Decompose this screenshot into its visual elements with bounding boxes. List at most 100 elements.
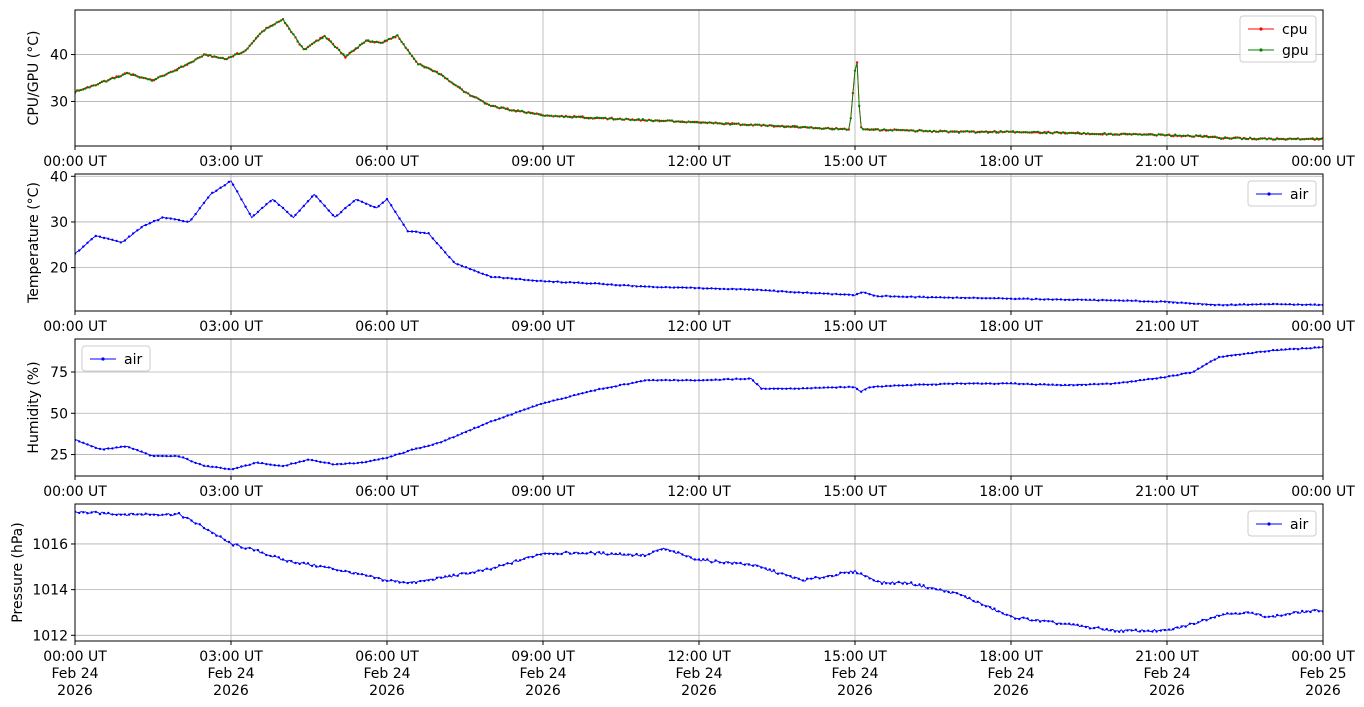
data-point xyxy=(843,571,846,574)
data-point xyxy=(518,277,522,281)
data-point xyxy=(1159,300,1163,303)
data-point xyxy=(344,56,347,59)
data-point xyxy=(1068,383,1071,387)
data-point xyxy=(955,382,959,385)
data-point xyxy=(1093,298,1096,301)
data-point xyxy=(194,461,197,465)
data-point xyxy=(668,286,672,289)
data-point xyxy=(835,573,838,577)
data-point xyxy=(82,511,85,514)
data-point xyxy=(1118,630,1121,633)
data-point xyxy=(1236,136,1239,139)
data-point xyxy=(1136,133,1140,136)
data-point xyxy=(1167,375,1171,378)
data-point xyxy=(1255,303,1258,306)
data-point xyxy=(993,382,996,386)
data-point xyxy=(331,463,335,466)
data-point xyxy=(830,386,834,389)
data-point xyxy=(1084,298,1088,301)
data-point xyxy=(310,195,314,198)
data-point xyxy=(329,40,332,43)
data-point xyxy=(431,578,434,581)
data-point xyxy=(477,425,480,429)
data-point xyxy=(298,209,301,212)
data-point xyxy=(822,386,825,389)
data-point xyxy=(105,80,108,83)
data-point xyxy=(462,90,466,94)
data-point xyxy=(377,458,380,461)
data-point xyxy=(1205,303,1208,306)
data-point xyxy=(1043,298,1046,301)
data-point xyxy=(1018,382,1021,386)
data-point xyxy=(485,422,488,425)
data-point xyxy=(997,382,1000,385)
data-point xyxy=(288,27,291,31)
data-point xyxy=(907,129,911,132)
data-point xyxy=(976,382,979,385)
data-point xyxy=(456,263,459,266)
data-point xyxy=(365,460,368,464)
data-point xyxy=(810,292,813,295)
data-point xyxy=(548,280,551,283)
data-point xyxy=(1242,352,1246,356)
data-point xyxy=(107,511,110,515)
data-point xyxy=(1122,381,1125,384)
y-tick-label: 50 xyxy=(50,406,68,422)
data-point xyxy=(872,385,875,389)
data-point xyxy=(1122,630,1125,633)
data-point xyxy=(485,274,488,277)
data-point xyxy=(893,384,896,387)
data-point xyxy=(1130,380,1133,383)
data-point xyxy=(789,290,792,294)
data-point xyxy=(250,42,253,45)
data-point xyxy=(585,552,588,555)
data-point xyxy=(639,285,642,288)
data-point xyxy=(1147,300,1150,303)
data-point xyxy=(1130,629,1133,632)
y-tick-label: 20 xyxy=(50,261,68,277)
data-point xyxy=(1090,132,1094,136)
data-point xyxy=(456,434,459,437)
data-point xyxy=(161,216,164,219)
data-point xyxy=(1269,137,1273,140)
data-point xyxy=(1126,381,1129,384)
data-point xyxy=(897,580,900,584)
data-point xyxy=(845,128,848,131)
data-point xyxy=(209,54,212,57)
data-point xyxy=(1026,382,1029,385)
data-point xyxy=(943,382,946,385)
data-point xyxy=(1265,138,1269,141)
data-point xyxy=(302,204,305,208)
data-point xyxy=(173,512,176,516)
data-point xyxy=(352,462,355,465)
data-point xyxy=(1222,613,1225,616)
x-year-label: 2026 xyxy=(213,683,249,699)
data-point xyxy=(483,102,486,105)
data-point xyxy=(535,404,538,407)
data-point xyxy=(860,291,863,294)
data-point xyxy=(294,462,297,465)
data-point xyxy=(1305,347,1308,350)
data-point xyxy=(901,295,904,298)
legend-label-air: air xyxy=(1290,187,1308,203)
data-point xyxy=(86,241,89,244)
data-point xyxy=(119,241,123,244)
data-point xyxy=(797,291,800,294)
data-point xyxy=(452,573,455,576)
data-point xyxy=(425,66,428,69)
data-point xyxy=(310,458,314,462)
legend-label-air: air xyxy=(1290,517,1308,533)
data-point xyxy=(381,457,384,460)
x-tick-label: 21:00 UT xyxy=(1135,649,1199,665)
y-axis-label: Pressure (hPa) xyxy=(10,522,26,622)
data-point xyxy=(820,127,823,131)
data-point xyxy=(1282,137,1285,141)
data-point xyxy=(344,462,347,465)
data-point xyxy=(783,125,786,129)
data-point xyxy=(1126,299,1129,302)
data-point xyxy=(381,579,384,582)
x-date-label: Feb 24 xyxy=(51,666,98,682)
data-point xyxy=(204,53,208,56)
data-point xyxy=(714,559,717,562)
data-point xyxy=(410,581,414,584)
